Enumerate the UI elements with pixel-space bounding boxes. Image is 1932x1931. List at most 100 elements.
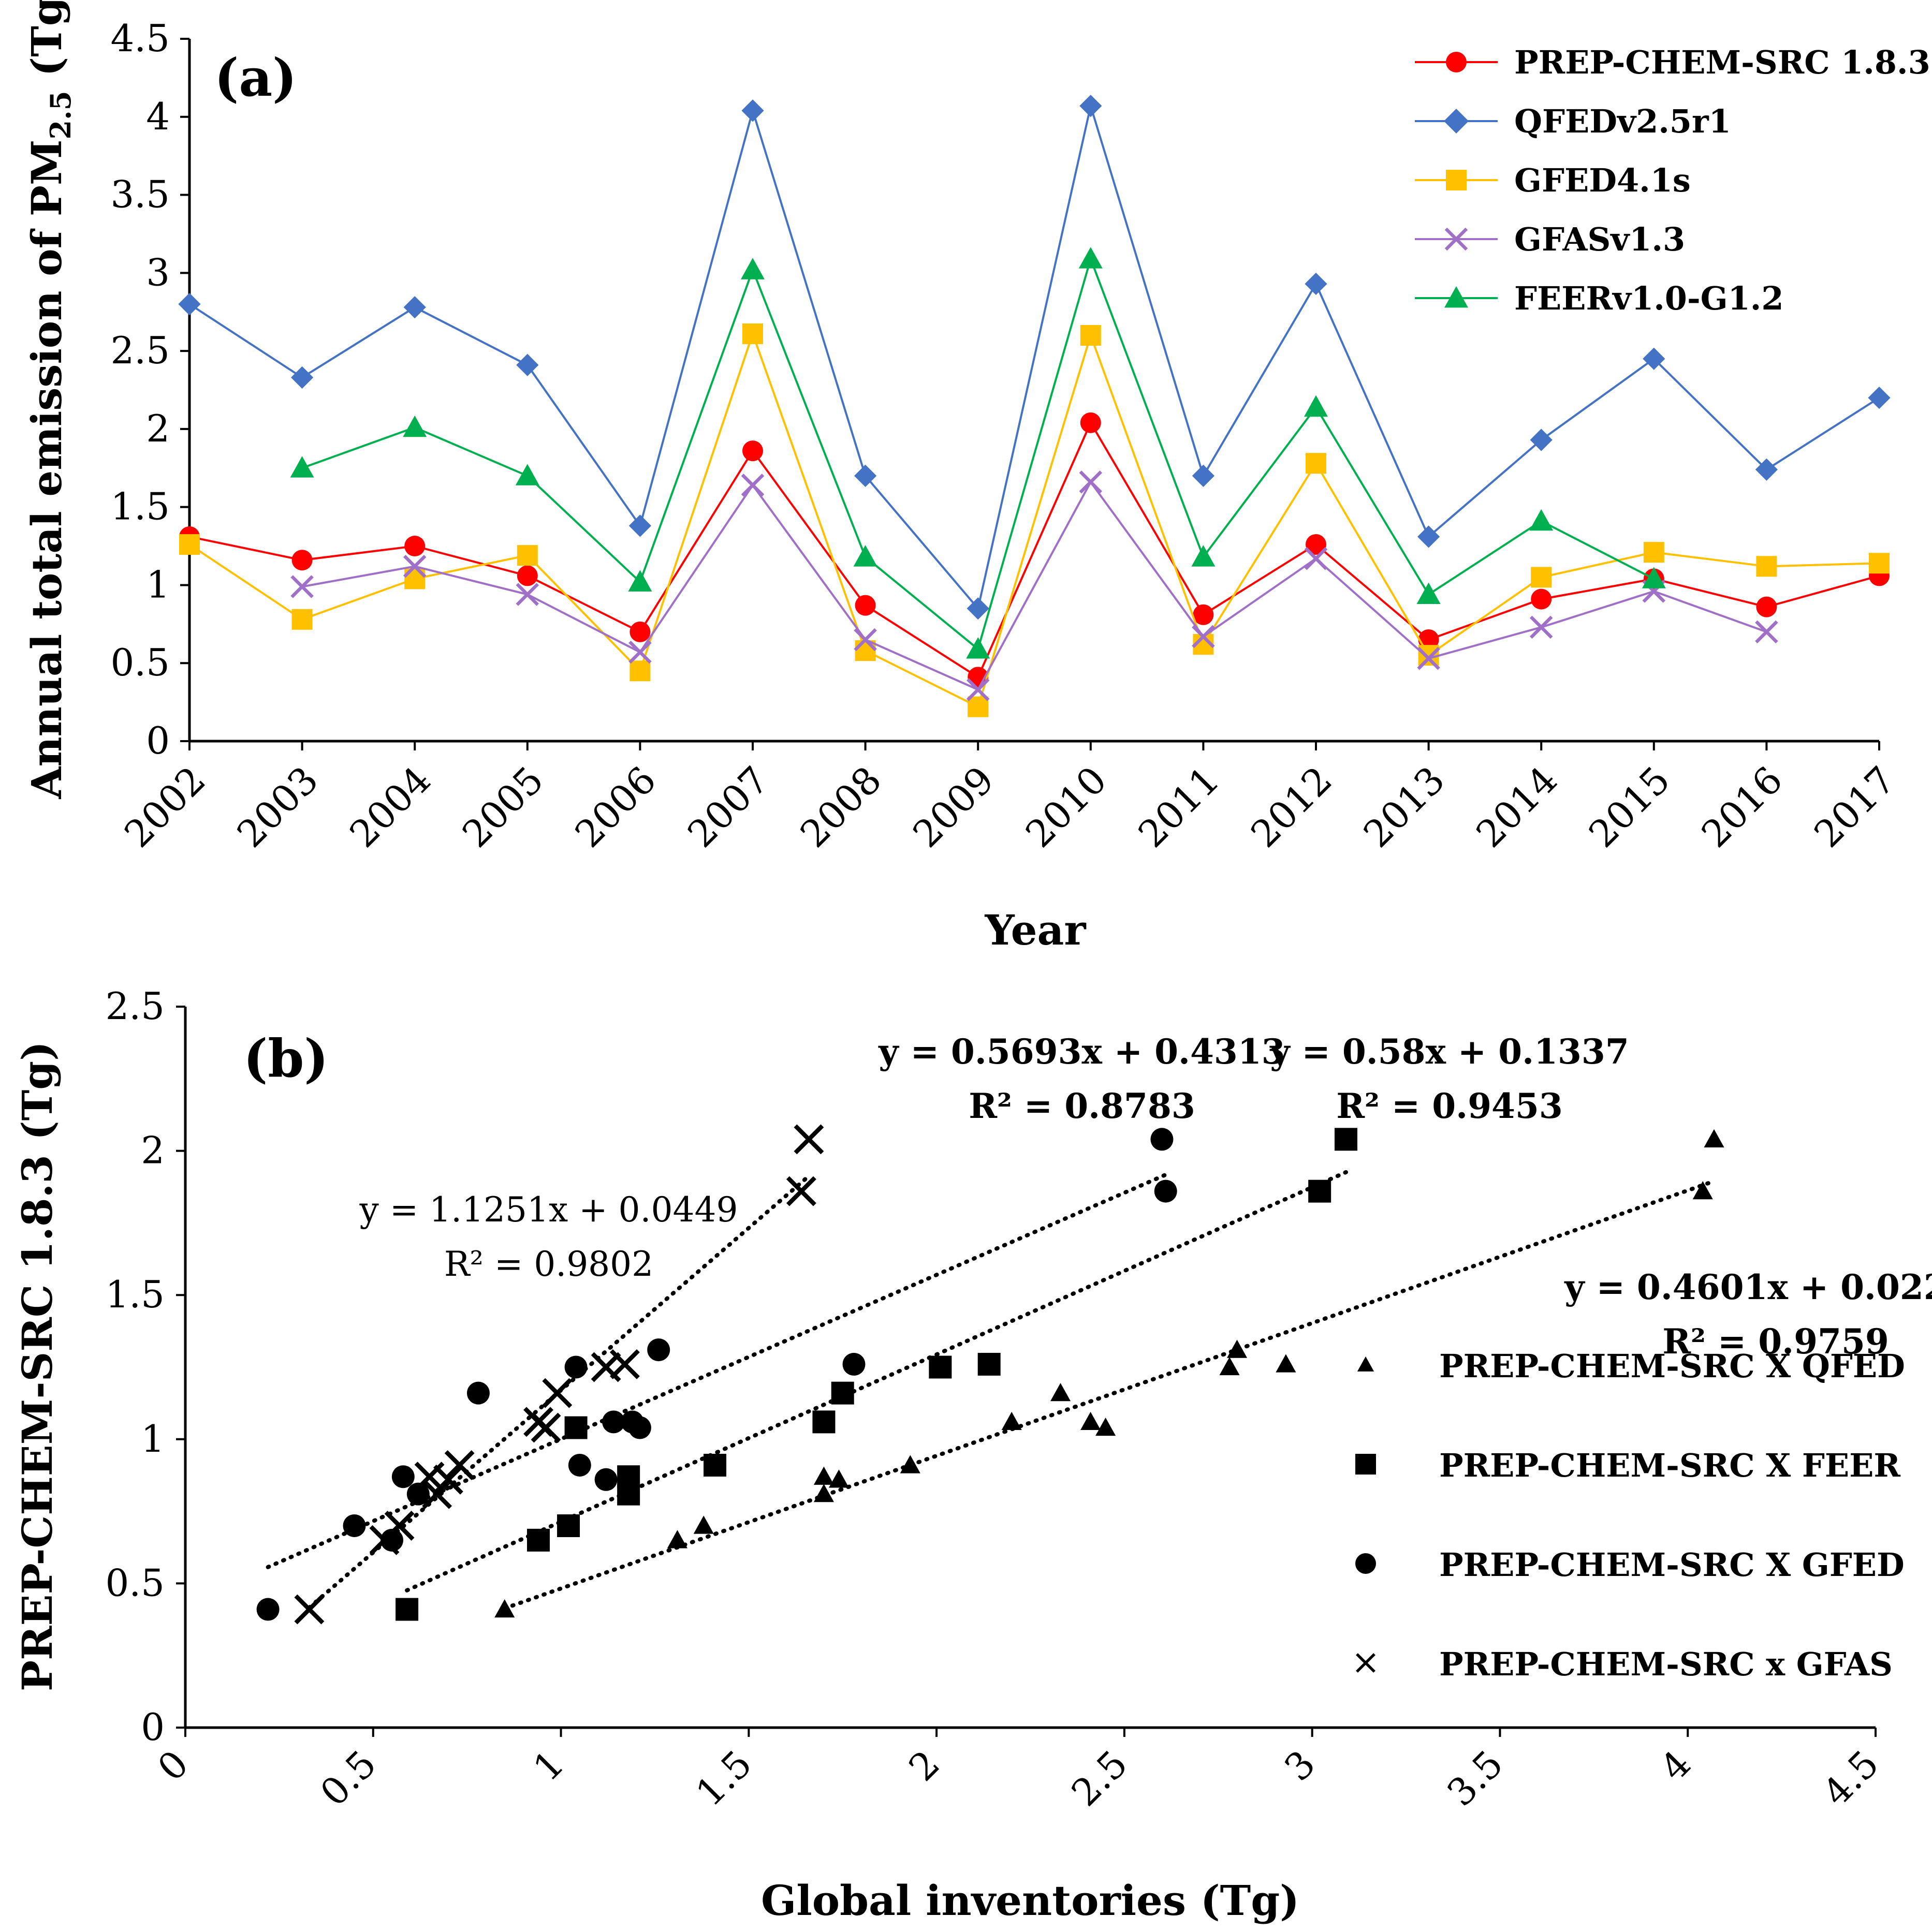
data-point (854, 464, 877, 487)
series-line (188, 330, 1880, 709)
data-point (741, 474, 765, 497)
panel-b-x-tick-label: 1.5 (687, 1742, 760, 1815)
data-point (396, 1598, 419, 1621)
data-point (1154, 1180, 1177, 1203)
panel-b-y-tick-label: 0 (141, 1705, 165, 1749)
data-point (256, 1598, 280, 1621)
gfas-r2: R² = 0.9802 (444, 1244, 653, 1284)
data-point (531, 1412, 561, 1443)
legend-label: FEERv1.0-G1.2 (1514, 279, 1784, 317)
data-point (178, 293, 201, 316)
series-prep-chem-src-x-qfed (494, 1129, 1724, 1618)
panel-a-x-tick-label: 2009 (904, 758, 1002, 856)
data-point (966, 637, 990, 659)
trendline-prep-chem-src-x-gfed (266, 1172, 1168, 1569)
data-point (1755, 458, 1778, 481)
panel-a-y-tick-label: 3 (146, 250, 170, 294)
panel-b-label: (b) (243, 1028, 329, 1089)
panel-a-x-title: Year (984, 906, 1086, 954)
data-point (1001, 1411, 1022, 1431)
data-point (403, 296, 426, 319)
data-point (704, 1453, 727, 1477)
legend-item-qfedv2-5r1: QFEDv2.5r1 (1415, 102, 1731, 140)
panel-a-y-tick-label: 1.5 (110, 485, 170, 528)
panel-b-y-tick-label: 2 (141, 1129, 165, 1172)
panel-a-x-tick-label: 2008 (792, 758, 890, 856)
data-point (1756, 596, 1777, 617)
legend-marker (1444, 286, 1468, 308)
panel-b-y-tick-label: 2.5 (105, 984, 165, 1028)
data-point (742, 440, 763, 462)
legend-item-prep-chem-src-x-feer: PREP-CHEM-SRC X FEER (1355, 1447, 1900, 1484)
legend-marker (1357, 1356, 1374, 1372)
panel-b-x-tick-label: 0 (149, 1742, 197, 1790)
panel-b-y-tick-label: 1.5 (105, 1273, 165, 1316)
panel-a-x-tick-label: 2016 (1693, 758, 1791, 856)
panel-b-legend: PREP-CHEM-SRC X QFED PREP-CHEM-SRC X FEER… (1355, 1347, 1905, 1683)
data-point (786, 1176, 816, 1206)
series-line (301, 255, 1655, 651)
data-point (1643, 542, 1664, 563)
data-point (1417, 525, 1440, 548)
legend-item-prep-chem-src-x-gfed: PREP-CHEM-SRC X GFED (1355, 1546, 1905, 1584)
data-point (1531, 588, 1552, 610)
panel-a-x-tick-label: 2004 (341, 758, 439, 856)
data-point (1276, 1354, 1296, 1373)
data-point (628, 640, 652, 664)
data-point (1304, 395, 1328, 417)
data-point (291, 550, 313, 571)
panel-a-x-tick-label: 2003 (229, 758, 327, 856)
data-point (1078, 247, 1103, 269)
panel-a-y-ticks: 0 0.5 1 1.5 2 2.5 3 3.5 4 4.5 (110, 17, 189, 762)
data-point (1643, 347, 1665, 370)
data-point (1692, 1181, 1713, 1200)
data-point (1869, 553, 1890, 574)
data-point (369, 1525, 400, 1555)
data-point (1529, 615, 1553, 639)
feer-r2: R² = 0.9453 (1336, 1086, 1563, 1126)
legend-label: GFED4.1s (1514, 161, 1691, 199)
legend-item-gfasv1-3: GFASv1.3 (1415, 220, 1685, 258)
data-point (628, 1416, 651, 1439)
panel-a-x-tick-label: 2013 (1355, 758, 1453, 856)
data-point (630, 660, 651, 682)
series-prep-chem-src-x-gfas (294, 1124, 824, 1625)
data-point (557, 1514, 580, 1537)
data-point (403, 415, 427, 437)
panel-b-x-ticks: 0 0.5 1 1.5 2 2.5 3 3.5 4 4.5 (149, 1728, 1887, 1815)
panel-b-y-tick-label: 0.5 (105, 1561, 165, 1604)
qfed-r2: R² = 0.9759 (1662, 1321, 1889, 1362)
data-point (667, 1530, 688, 1549)
data-point (391, 1465, 415, 1488)
data-point (1530, 429, 1553, 451)
legend-marker (1444, 109, 1469, 134)
data-point (1095, 1417, 1116, 1436)
series-line (188, 101, 1880, 611)
panel-a-y-tick-label: 2.5 (110, 329, 170, 372)
data-point (968, 696, 989, 717)
panel-b-x-tick-label: 1 (525, 1742, 573, 1790)
data-point (516, 583, 539, 606)
data-point (290, 456, 314, 478)
data-point (812, 1410, 836, 1434)
data-point (1529, 509, 1554, 531)
panel-a-label: (a) (214, 47, 297, 108)
data-point (542, 1378, 573, 1408)
panel-a-x-ticks: 2002 2003 2004 2005 2006 2007 2008 2009 2010 2011… (116, 741, 1904, 856)
legend-marker (1355, 1553, 1376, 1574)
legend-item-feerv1-0-g1-2: FEERv1.0-G1.2 (1415, 279, 1784, 317)
series-prep-chem-src-x-gfed (256, 1128, 1177, 1621)
panel-a-x-tick-label: 2005 (454, 758, 552, 856)
data-point (1193, 604, 1214, 625)
legend-item-prep-chem-src-x-gfas: PREP-CHEM-SRC x GFAS (1356, 1645, 1893, 1683)
data-point (794, 1124, 824, 1155)
data-point (1531, 567, 1552, 588)
data-point (466, 1381, 490, 1405)
data-point (855, 595, 876, 616)
data-point (568, 1453, 591, 1477)
panel-a-y-tick-label: 1 (146, 563, 170, 606)
legend-marker (1444, 227, 1468, 251)
legend-label: PREP-CHEM-SRC x GFAS (1439, 1645, 1893, 1683)
data-point (647, 1338, 670, 1362)
